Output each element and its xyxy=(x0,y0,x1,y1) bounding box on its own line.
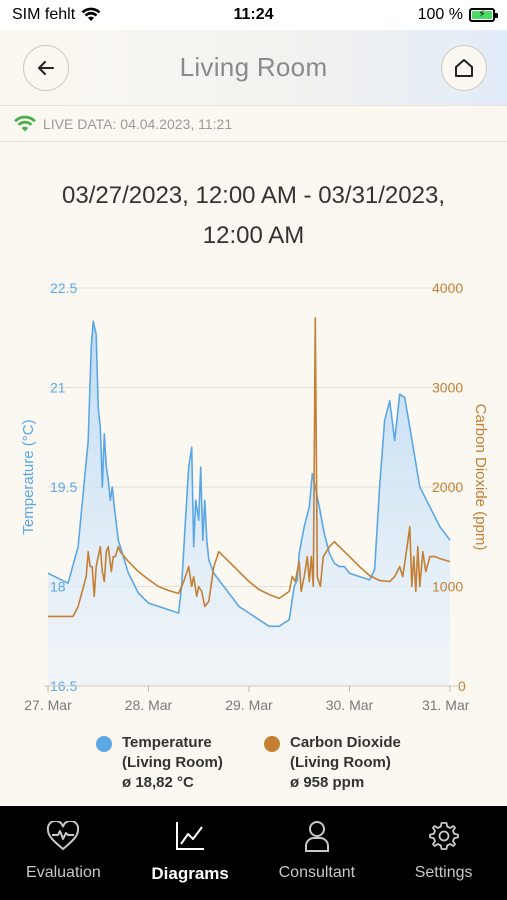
person-icon xyxy=(304,821,329,852)
legend-co2-room: (Living Room) xyxy=(290,754,391,771)
temperature-area xyxy=(48,321,450,686)
tab-bar: Evaluation Diagrams Consultant Settings xyxy=(0,806,507,900)
y-right-tick-label: 3000 xyxy=(432,380,463,396)
home-icon xyxy=(455,59,473,77)
chart-legend: Temperature (Living Room) ø 18,82 °C Car… xyxy=(0,733,507,799)
date-range: 03/27/2023, 12:00 AM - 03/31/2023, 12:00… xyxy=(0,176,507,256)
legend-dot-co2 xyxy=(264,736,280,752)
x-tick-label: 27. Mar xyxy=(24,697,72,713)
y-right-axis-title: Carbon Dioxide (ppm) xyxy=(472,404,489,551)
y-right-tick-label: 2000 xyxy=(432,479,463,495)
tab-diagrams-label: Diagrams xyxy=(151,864,229,883)
tab-settings[interactable]: Settings xyxy=(380,806,507,900)
tab-consultant[interactable]: Consultant xyxy=(254,806,381,900)
y-left-tick-label: 19.5 xyxy=(50,479,77,495)
legend-item-co2[interactable]: Carbon Dioxide (Living Room) ø 958 ppm xyxy=(264,733,401,793)
carrier-label: SIM fehlt xyxy=(12,6,76,23)
legend-co2-label: Carbon Dioxide xyxy=(290,734,401,751)
wifi-icon xyxy=(81,7,101,21)
legend-temperature-room: (Living Room) xyxy=(122,754,223,771)
battery-percent: 100 % xyxy=(417,6,463,23)
live-data-label: LIVE DATA: 04.04.2023, 11:21 xyxy=(43,115,233,132)
y-left-axis-title: Temperature (°C) xyxy=(20,419,37,534)
legend-temperature-label: Temperature xyxy=(122,734,212,751)
tab-evaluation-label: Evaluation xyxy=(26,864,101,881)
chart-area[interactable]: 16.5 18 19.5 21 22.5 0 1000 2000 3000 4000 27. Mar… xyxy=(0,270,507,720)
x-tick-label: 28. Mar xyxy=(125,697,173,713)
x-tick-label: 31. Mar xyxy=(422,697,470,713)
status-bar: SIM fehlt 11:24 100 % ⚡ xyxy=(0,0,507,30)
tab-consultant-label: Consultant xyxy=(278,864,356,881)
x-tick-label: 29. Mar xyxy=(225,697,273,713)
temperature-series-line xyxy=(47,320,451,628)
y-right-tick-label: 4000 xyxy=(432,280,463,296)
tab-settings-label: Settings xyxy=(414,864,473,881)
y-left-tick-label: 22.5 xyxy=(50,280,77,296)
tab-evaluation[interactable]: Evaluation xyxy=(0,806,127,900)
date-range-line2: 12:00 AM xyxy=(202,222,305,249)
tab-diagrams[interactable]: Diagrams xyxy=(127,806,254,900)
legend-item-temperature[interactable]: Temperature (Living Room) ø 18,82 °C xyxy=(96,733,223,793)
legend-co2-average: ø 958 ppm xyxy=(290,774,365,791)
clock: 11:24 xyxy=(233,6,274,23)
page-title: Living Room xyxy=(179,52,328,82)
y-right-tick-label: 1000 xyxy=(432,579,463,595)
line-chart-icon xyxy=(176,822,205,850)
back-button[interactable] xyxy=(23,45,69,91)
legend-temperature-average: ø 18,82 °C xyxy=(122,774,194,791)
wifi-icon xyxy=(14,115,36,131)
arrow-left-icon xyxy=(38,61,54,75)
app-header: Living Room xyxy=(0,30,507,106)
y-left-tick-label: 21 xyxy=(50,380,66,396)
legend-dot-temperature xyxy=(96,736,112,752)
battery-icon: ⚡ xyxy=(469,8,498,22)
x-tick-label: 30. Mar xyxy=(326,697,374,713)
date-range-line1: 03/27/2023, 12:00 AM - 03/31/2023, xyxy=(62,182,445,209)
co2-series-line xyxy=(48,317,451,618)
live-data-bar: LIVE DATA: 04.04.2023, 11:21 xyxy=(0,106,507,142)
y-left-tick-label: 18 xyxy=(50,579,66,595)
gear-icon xyxy=(428,822,459,850)
home-button[interactable] xyxy=(441,45,487,91)
heart-pulse-icon xyxy=(47,821,80,851)
